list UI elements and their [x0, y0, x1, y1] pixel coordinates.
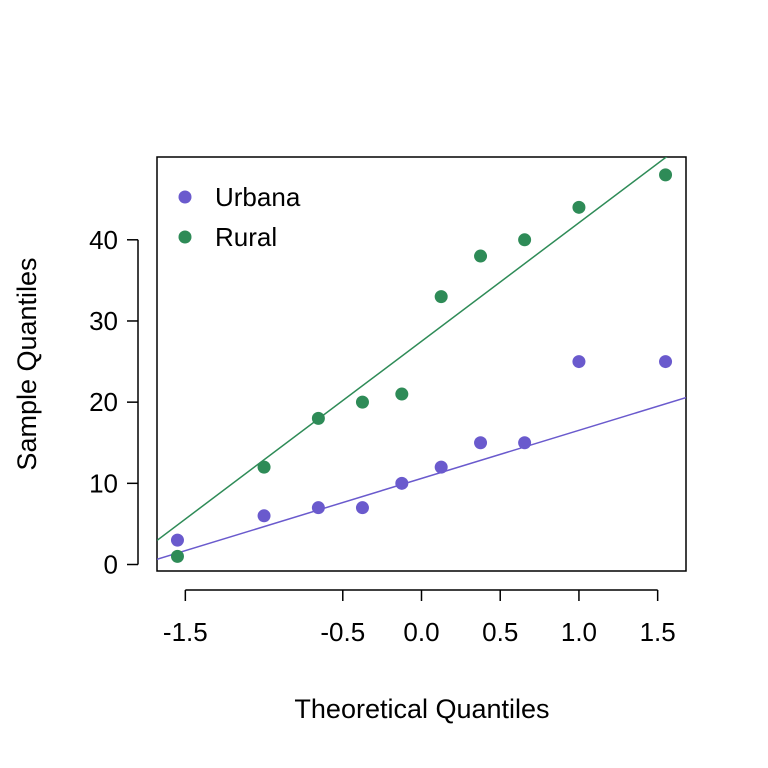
point-urbana [474, 436, 488, 450]
point-urbana [434, 460, 448, 474]
point-urbana [170, 533, 184, 547]
point-rural [257, 460, 271, 474]
point-rural [311, 411, 325, 425]
point-rural [395, 387, 409, 401]
point-rural [659, 168, 673, 182]
y-tick-label: 40 [89, 225, 118, 255]
x-tick-label: 1.5 [640, 617, 676, 647]
x-tick-label: -1.5 [163, 617, 208, 647]
point-urbana [355, 501, 369, 515]
qq-line-urbana [157, 396, 686, 561]
data-points [170, 168, 673, 563]
legend: Urbana Rural [178, 182, 301, 252]
point-rural [572, 200, 586, 214]
y-tick-label: 10 [89, 468, 118, 498]
x-tick-label: 0.5 [482, 617, 518, 647]
point-rural [474, 249, 488, 263]
x-axis: -1.5 -0.5 0.0 0.5 1.0 1.5 [163, 589, 676, 647]
qq-line-rural [157, 157, 668, 541]
legend-label-urbana: Urbana [215, 182, 301, 212]
point-rural [170, 549, 184, 563]
point-urbana [518, 436, 532, 450]
y-tick-label: 30 [89, 306, 118, 336]
point-rural [434, 290, 448, 304]
legend-label-rural: Rural [215, 222, 277, 252]
x-tick-label: -0.5 [320, 617, 365, 647]
point-urbana [311, 501, 325, 515]
legend-marker-rural [178, 230, 192, 244]
plot-frame [156, 156, 687, 572]
y-tick-label: 0 [104, 550, 118, 580]
y-tick-label: 20 [89, 387, 118, 417]
point-urbana [257, 509, 271, 523]
reference-lines [157, 157, 686, 561]
y-axis-title: Sample Quantiles [12, 257, 42, 470]
point-urbana [659, 355, 673, 369]
x-axis-title: Theoretical Quantiles [294, 694, 549, 724]
point-rural [355, 395, 369, 409]
point-urbana [395, 476, 409, 490]
point-urbana [572, 355, 586, 369]
y-axis: 0 10 20 30 40 [89, 225, 139, 580]
point-rural [518, 233, 532, 247]
x-tick-label: 0.0 [403, 617, 439, 647]
legend-marker-urbana [178, 190, 192, 204]
x-tick-label: 1.0 [561, 617, 597, 647]
